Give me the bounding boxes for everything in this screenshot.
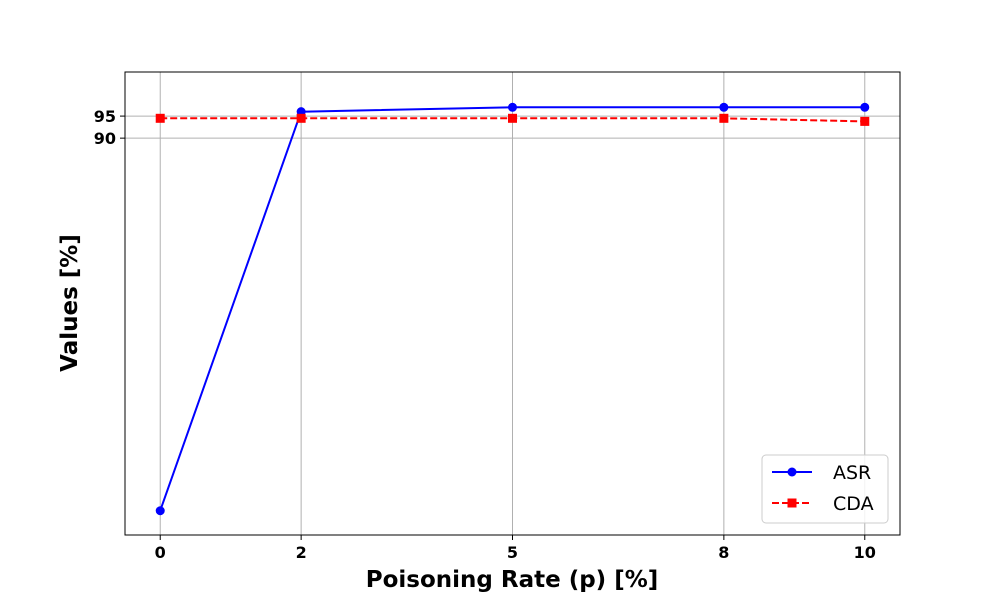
asr-point (860, 102, 870, 112)
asr-point (155, 506, 165, 516)
y-tick-label: 95 (94, 107, 116, 126)
y-tick-label: 90 (94, 129, 116, 148)
x-tick-label: 10 (854, 543, 876, 562)
legend-label-cda: CDA (833, 493, 874, 515)
series-cda (155, 113, 870, 126)
cda-point (155, 113, 165, 123)
legend-marker-asr (787, 467, 797, 477)
legend-item-asr: ASR (772, 462, 871, 484)
legend-item-cda: CDA (772, 493, 874, 515)
legend-label-asr: ASR (833, 462, 871, 484)
asr-point (508, 102, 517, 112)
x-tick-label: 0 (155, 543, 166, 562)
cda-point (296, 113, 306, 123)
legend: ASR CDA (761, 454, 889, 524)
x-tick-label: 8 (718, 543, 729, 562)
series-layer (155, 102, 870, 516)
cda-point (508, 113, 517, 123)
x-tick-label: 2 (296, 543, 307, 562)
cda-point (719, 113, 729, 123)
y-axis-title: Values [%] (57, 234, 83, 372)
legend-marker-cda (787, 498, 797, 508)
x-axis-title: Poisoning Rate (p) [%] (366, 567, 659, 593)
asr-point (719, 102, 729, 112)
x-tick-label: 5 (507, 543, 518, 562)
x-ticks: 0 2 5 8 10 (155, 535, 876, 562)
cda-point (860, 116, 870, 126)
